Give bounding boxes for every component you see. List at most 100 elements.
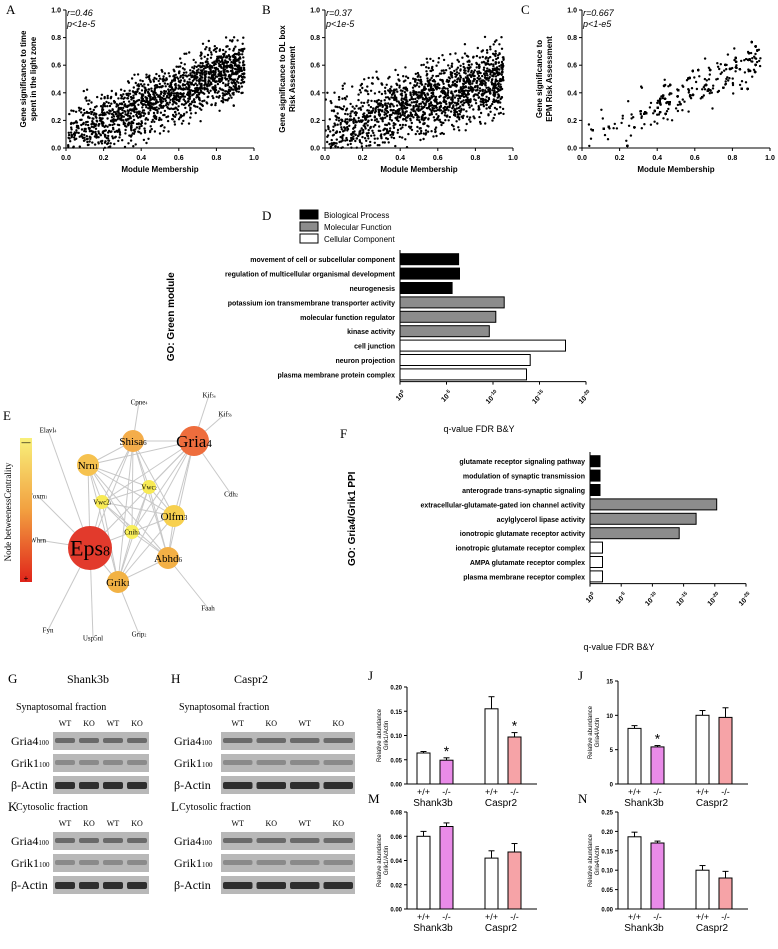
data-point [754,52,757,56]
data-point [423,98,426,101]
data-point [330,109,334,112]
data-point [90,101,93,104]
bar [399,296,505,309]
data-point [162,129,165,133]
data-point [167,96,171,99]
data-point [420,115,423,119]
data-point [188,90,191,94]
data-point [153,107,157,111]
data-point [221,101,225,104]
data-point [413,90,416,93]
x-tick-label: 0.8 [728,155,738,162]
data-point [486,60,490,63]
data-point [207,71,210,74]
data-point [193,89,196,93]
data-point [499,83,502,86]
data-point [392,126,396,130]
data-point [145,117,148,120]
data-point [99,113,102,116]
data-point [126,109,129,112]
data-point [476,84,479,88]
data-point [492,98,495,101]
data-point [409,93,412,97]
data-point [326,140,329,144]
category-label: neurogenesis [349,286,395,293]
data-point [116,130,119,133]
data-point [173,115,177,119]
data-point [492,87,495,90]
data-point [218,77,221,81]
data-point [177,94,180,98]
data-point [243,63,246,67]
data-point [390,119,394,122]
bar [399,368,527,381]
data-point [334,124,337,127]
data-point [228,89,232,93]
data-point [357,93,360,96]
data-point [237,76,240,79]
data-point [653,120,656,123]
data-point [439,132,442,135]
data-point [388,118,392,121]
data-point [349,112,352,115]
data-point [132,115,135,118]
data-point [126,114,130,117]
data-point [426,77,429,80]
data-point [668,92,672,95]
data-point [199,120,202,123]
data-point [93,135,97,138]
data-point [230,40,234,43]
legend-swatch [299,209,319,220]
data-point [394,68,397,72]
data-point [232,78,236,82]
data-point [489,55,492,59]
network-edge [87,464,175,517]
data-point [453,108,457,112]
data-point [424,116,427,120]
data-point [462,79,465,82]
data-point [398,84,401,87]
data-point [136,73,140,76]
data-point [477,78,481,81]
data-point [464,129,467,132]
data-point [95,135,99,139]
data-point [147,103,150,107]
data-point [731,81,735,85]
data-point [658,100,661,104]
y-axis-label: Gene significance to DL box [278,25,287,133]
data-point [187,122,191,125]
data-point [335,118,338,122]
data-point [496,56,500,60]
data-point [155,93,159,96]
data-point [217,62,220,65]
data-point [401,89,404,93]
node-olfm3 [163,505,185,527]
data-point [145,73,148,76]
data-point [678,100,681,104]
data-point [371,76,374,79]
data-point [163,78,166,82]
data-point [167,130,170,133]
data-point [111,126,115,130]
data-point [450,123,454,127]
data-point [405,96,408,99]
data-point [422,119,425,122]
data-point [690,87,694,90]
data-point [380,92,384,96]
data-point [457,72,461,75]
data-point [114,135,118,138]
data-point [474,85,477,88]
data-point [238,56,241,59]
data-point [394,98,397,102]
data-point [494,52,497,55]
data-point [458,91,462,94]
data-point [369,144,372,147]
data-point [364,89,367,92]
data-point [377,113,381,116]
data-point [189,74,192,77]
data-point [407,132,410,136]
data-point [132,132,136,135]
data-point [194,61,197,64]
data-point [114,113,118,116]
data-point [147,94,150,98]
